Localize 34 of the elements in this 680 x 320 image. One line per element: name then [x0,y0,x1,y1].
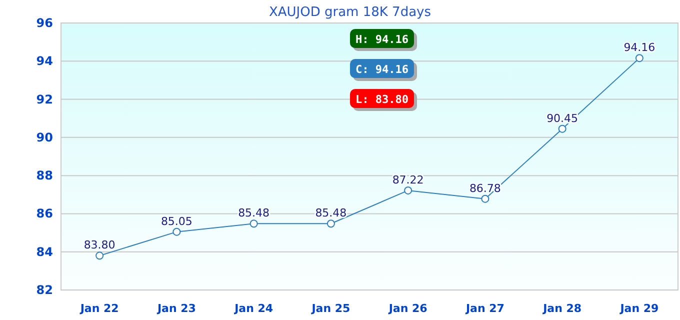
chart-title: XAUJOD gram 18K 7days [268,5,432,20]
data-label: 83.80 [84,238,116,252]
x-tick-label: Jan 24 [234,302,274,315]
point [250,220,258,228]
data-label: 85.48 [238,206,270,220]
point [481,194,490,203]
x-tick-label: Jan 26 [388,302,428,315]
point [326,220,335,228]
x-tick-label: Jan 22 [79,302,119,315]
y-tick-label: 84 [36,244,53,259]
data-label: 85.48 [315,206,347,220]
y-tick-label: 92 [36,92,53,106]
x-tick-label: Jan 28 [542,302,582,315]
x-tick-label: Jan 23 [156,302,196,315]
y-tick-label: 86 [36,206,53,221]
y-tick-label: 94 [36,54,53,68]
point [558,124,566,133]
data-label: 94.16 [624,41,656,54]
point [96,252,104,260]
y-tick-label: 88 [36,168,53,183]
annotation: L: 83.80 [356,93,408,106]
annotation: H: 94.16 [356,33,409,46]
annotation: C: 94.16 [356,63,409,76]
x-tick-label: Jan 27 [464,302,504,315]
y-tick-label: 90 [36,130,53,144]
y-tick-label: 96 [36,16,53,30]
point [404,186,412,194]
x-tick-label: Jan 25 [310,302,350,315]
x-tick-label: Jan 29 [619,302,659,315]
y-tick-label: 82 [36,283,53,297]
data-label: 87.22 [392,173,424,186]
data-label: 85.05 [160,214,192,228]
point [172,228,181,236]
point [635,54,644,62]
